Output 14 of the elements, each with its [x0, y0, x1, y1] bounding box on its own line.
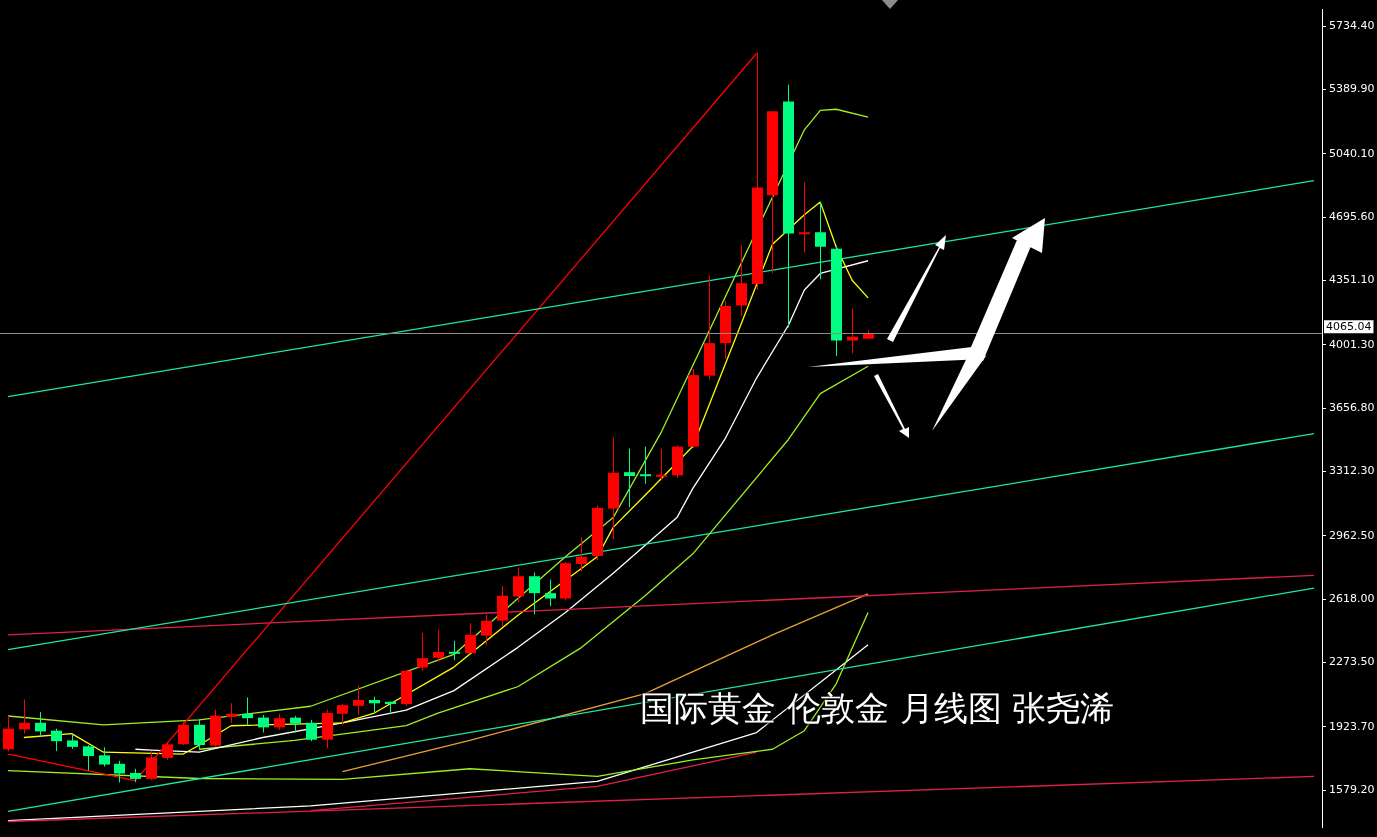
y-tick-label: 4001.30 [1329, 337, 1375, 351]
y-tick-label: 3656.80 [1329, 401, 1375, 415]
y-tick-label: 5734.40 [1329, 19, 1375, 33]
ref-line-label: 4065.04 [1326, 319, 1372, 333]
y-tick-label: 2962.50 [1329, 528, 1375, 542]
y-tick-label: 4351.10 [1329, 273, 1375, 287]
y-tick-label: 5040.10 [1329, 146, 1375, 160]
y-tick-label: 4695.60 [1329, 210, 1375, 224]
y-tick-label: 1579.20 [1329, 783, 1375, 797]
y-tick-label: 5389.90 [1329, 82, 1375, 96]
y-tick-label: 2273.50 [1329, 655, 1375, 669]
y-tick-label: 1923.70 [1329, 719, 1375, 733]
y-tick-label: 2618.00 [1329, 592, 1375, 606]
y-tick-label: 3312.30 [1329, 464, 1375, 478]
